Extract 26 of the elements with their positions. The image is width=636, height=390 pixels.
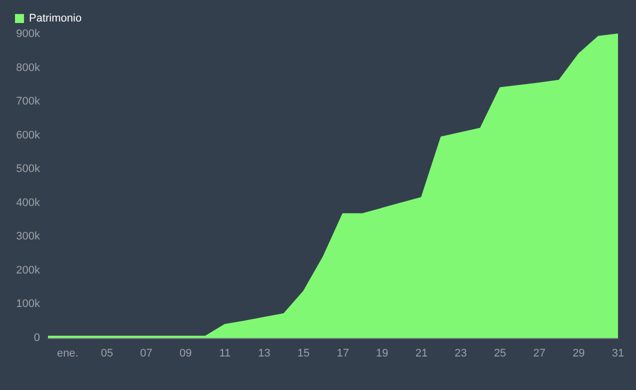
y-tick-label: 500k	[16, 163, 40, 176]
x-tick-label: ene.	[56, 348, 78, 360]
x-tick-label: 09	[179, 348, 192, 360]
y-tick-label: 100k	[16, 298, 40, 310]
y-tick-label: 700k	[16, 96, 40, 108]
x-tick-label: 13	[258, 348, 270, 360]
x-tick-label: 11	[219, 348, 231, 360]
x-tick-label: 29	[572, 348, 585, 360]
y-tick-label: 600k	[16, 129, 40, 142]
x-tick-label: 23	[454, 348, 467, 360]
y-tick-label: 200k	[16, 264, 40, 276]
x-tick-label: 17	[336, 348, 349, 360]
y-tick-label: 800k	[16, 62, 40, 74]
y-tick-label: 300k	[16, 230, 40, 243]
x-tick-label: 19	[376, 348, 388, 360]
y-tick-label: 900k	[16, 28, 40, 40]
x-tick-label: 25	[494, 348, 506, 360]
x-tick-label: 27	[533, 348, 546, 360]
x-tick-label: 31	[612, 348, 624, 360]
y-tick-label: 0	[34, 332, 40, 344]
x-tick-label: 07	[140, 348, 152, 360]
x-tick-label: 21	[415, 348, 428, 360]
legend-label: Patrimonio	[29, 12, 82, 24]
y-tick-label: 400k	[16, 196, 40, 209]
x-tick-label: 15	[297, 348, 310, 360]
x-tick-label: 05	[100, 348, 114, 360]
